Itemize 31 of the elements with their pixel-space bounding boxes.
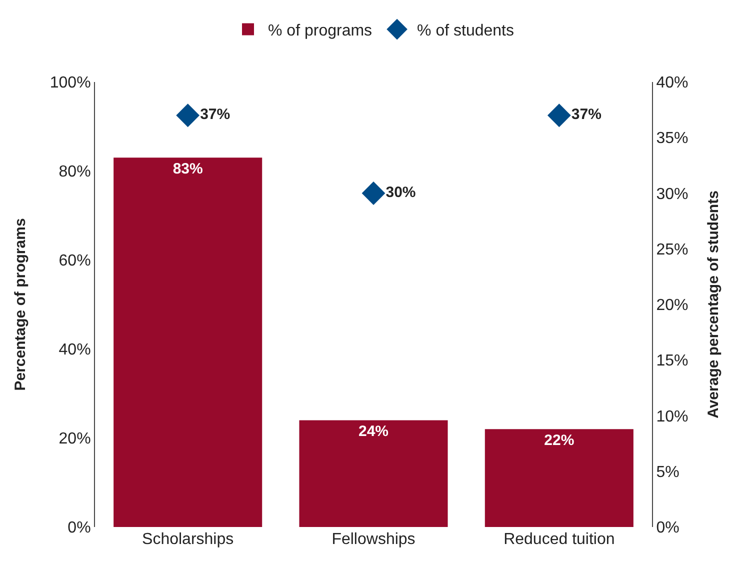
bar (299, 420, 448, 527)
data-label: 83% (172, 160, 203, 178)
legend-label: % of programs (268, 22, 372, 40)
bar (114, 158, 262, 527)
y2-tick-label: 0% (656, 520, 680, 537)
y2-tick-label: 30% (656, 186, 688, 203)
data-label: 22% (544, 432, 574, 450)
y2-tick-label: 15% (656, 352, 688, 370)
y-tick-label: 0% (68, 520, 91, 537)
y2-tick-label: 40% (656, 74, 688, 92)
data-label: 37% (571, 106, 602, 124)
data-label: 24% (358, 423, 389, 440)
data-label: 30% (386, 184, 416, 201)
y2-tick-label: 10% (656, 408, 688, 426)
y-axis-title: Percentage of programs (12, 218, 30, 391)
y-tick-label: 20% (58, 430, 91, 448)
legend-label: % of students (417, 22, 514, 40)
y2-axis-title: Average percentage of students (705, 190, 722, 418)
y-tick-label: 60% (58, 252, 91, 270)
y2-tick-label: 25% (656, 241, 688, 258)
y-tick-label: 40% (58, 342, 91, 359)
y2-tick-label: 5% (656, 464, 680, 481)
data-label: 37% (200, 106, 230, 124)
x-tick-label: Reduced tuition (504, 531, 615, 548)
x-tick-label: Scholarships (142, 531, 234, 548)
y2-tick-label: 20% (656, 297, 688, 314)
y-tick-label: 100% (50, 74, 91, 92)
y2-tick-label: 35% (656, 130, 688, 148)
x-tick-label: Fellowships (332, 531, 416, 548)
bar (484, 429, 634, 527)
y-tick-label: 80% (58, 164, 91, 181)
